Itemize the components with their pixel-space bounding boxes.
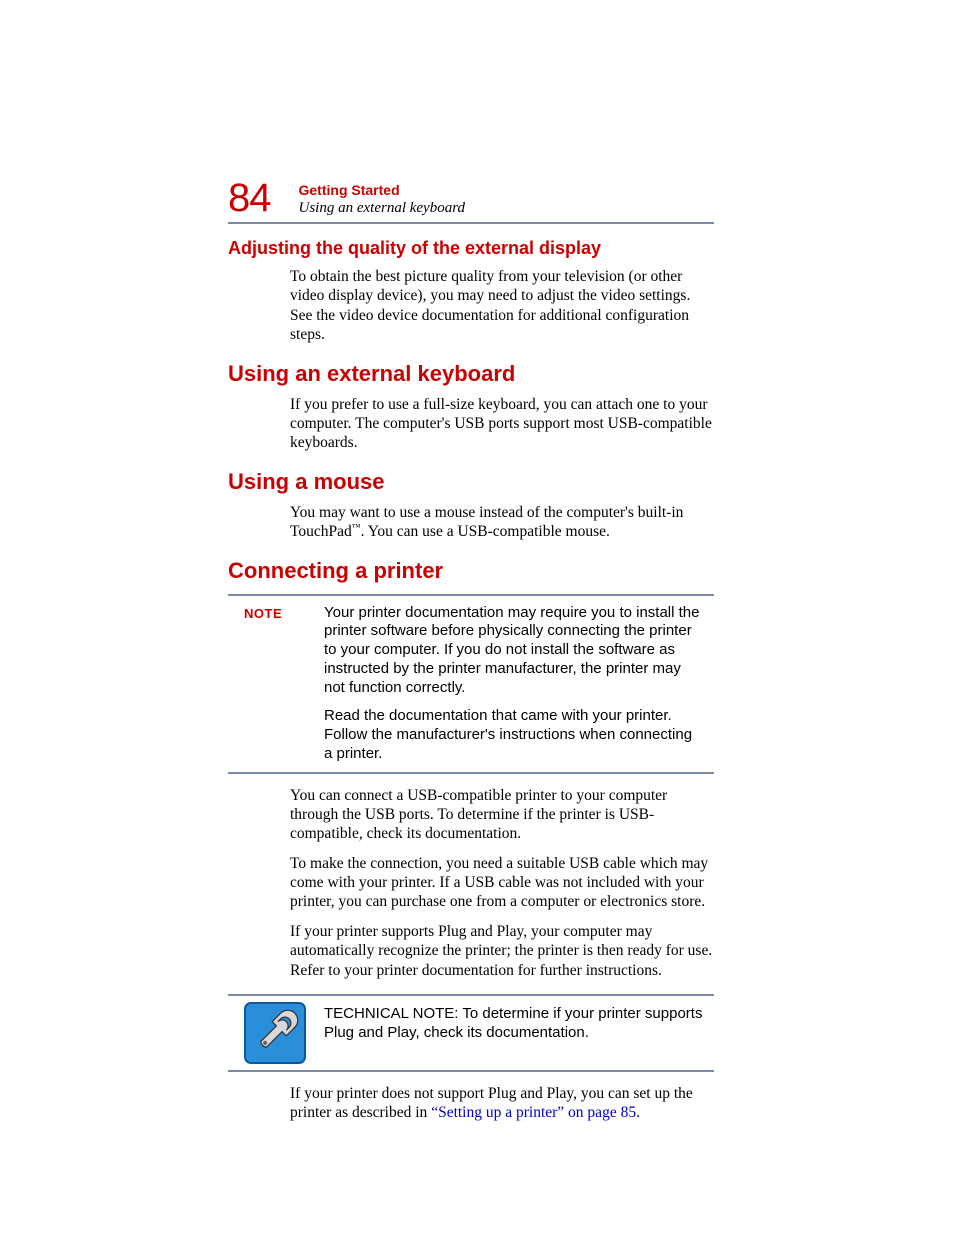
- page-header: 84 Getting Started Using an external key…: [228, 178, 728, 218]
- manual-page: 84 Getting Started Using an external key…: [0, 0, 954, 1235]
- note-paragraph-2: Read the documentation that came with yo…: [324, 707, 704, 763]
- page-number: 84: [228, 178, 271, 218]
- note-content: NOTE Your printer documentation may requ…: [228, 596, 714, 772]
- technote-content: TECHNICAL NOTE: To determine if your pri…: [228, 996, 714, 1070]
- paragraph-printer-3: If your printer supports Plug and Play, …: [290, 922, 714, 980]
- paragraph-keyboard: If you prefer to use a full-size keyboar…: [290, 395, 714, 453]
- note-block: NOTE Your printer documentation may requ…: [228, 594, 714, 774]
- section-subtitle: Using an external keyboard: [299, 200, 466, 217]
- paragraph-display: To obtain the best picture quality from …: [290, 267, 714, 345]
- paragraph-printer-2: To make the connection, you need a suita…: [290, 854, 714, 912]
- cross-reference-link[interactable]: “Setting up a printer” on page 85: [431, 1104, 636, 1121]
- technote-text: TECHNICAL NOTE: To determine if your pri…: [324, 1002, 704, 1043]
- paragraph-mouse-post: . You can use a USB-compatible mouse.: [361, 523, 610, 540]
- page-content: 84 Getting Started Using an external key…: [228, 178, 728, 1133]
- wrench-icon: [244, 1002, 306, 1064]
- trademark-symbol: ™: [352, 522, 361, 532]
- paragraph-printer-4-post: .: [636, 1104, 640, 1121]
- note-bottom-rule: [228, 772, 714, 774]
- heading-external-keyboard: Using an external keyboard: [228, 361, 728, 387]
- note-label: NOTE: [244, 604, 324, 764]
- paragraph-mouse: You may want to use a mouse instead of t…: [290, 503, 714, 542]
- heading-mouse: Using a mouse: [228, 469, 728, 495]
- paragraph-printer-1: You can connect a USB-compatible printer…: [290, 786, 714, 844]
- technical-note-block: TECHNICAL NOTE: To determine if your pri…: [228, 994, 714, 1072]
- chapter-title: Getting Started: [299, 182, 466, 198]
- note-text: Your printer documentation may require y…: [324, 604, 704, 764]
- note-paragraph-1: Your printer documentation may require y…: [324, 604, 704, 698]
- heading-adjusting-display: Adjusting the quality of the external di…: [228, 238, 728, 259]
- header-titles: Getting Started Using an external keyboa…: [299, 178, 466, 217]
- technote-bottom-rule: [228, 1070, 714, 1072]
- paragraph-printer-4: If your printer does not support Plug an…: [290, 1084, 714, 1123]
- heading-printer: Connecting a printer: [228, 558, 728, 584]
- header-rule: [228, 222, 714, 224]
